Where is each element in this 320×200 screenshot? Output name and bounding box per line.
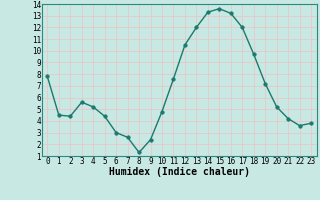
X-axis label: Humidex (Indice chaleur): Humidex (Indice chaleur) <box>109 167 250 177</box>
